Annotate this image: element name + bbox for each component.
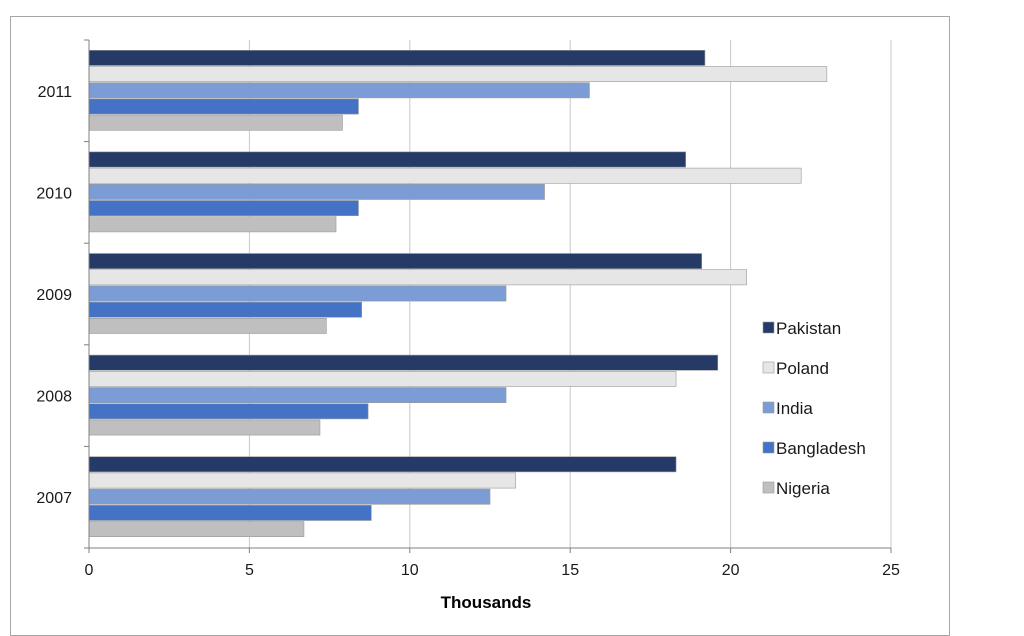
axes (88, 40, 891, 549)
bar-pakistan-2011 (88, 49, 706, 66)
bar-nigeria-2009 (88, 317, 327, 334)
x-tick-label-5: 5 (245, 562, 254, 579)
y-tick-labels: 2007 2008 2009 2010 2011 (36, 39, 89, 549)
bar-poland-2010 (88, 167, 802, 184)
bar-india-2008 (88, 387, 507, 403)
legend-swatch-bangladesh (762, 441, 775, 454)
bar-pakistan-2008 (88, 354, 719, 371)
x-tick-labels: 0 5 10 15 20 25 (85, 548, 900, 579)
legend-label-pakistan: Pakistan (776, 319, 841, 338)
legend-label-poland: Poland (776, 359, 829, 378)
x-tick-label-20: 20 (722, 562, 740, 579)
y-tick-label-2008: 2008 (36, 389, 72, 406)
bar-india-2011 (88, 82, 590, 99)
y-tick-label-2011: 2011 (38, 84, 73, 101)
x-tick-label-25: 25 (882, 562, 900, 579)
x-tick-label-15: 15 (561, 562, 579, 579)
bar-india-2007 (88, 488, 491, 505)
legend-swatch-poland (762, 361, 775, 374)
bar-nigeria-2007 (88, 521, 305, 537)
bar-nigeria-2010 (88, 216, 337, 233)
bar-pakistan-2010 (88, 151, 686, 168)
bars (88, 49, 828, 537)
x-axis-title: Thousands (441, 593, 532, 612)
legend-label-india: India (776, 399, 813, 418)
bar-india-2009 (88, 285, 507, 302)
bar-poland-2009 (88, 269, 747, 286)
legend-label-nigeria: Nigeria (776, 479, 830, 498)
legend-swatch-india (762, 401, 775, 414)
y-tick-label-2010: 2010 (36, 185, 72, 202)
bar-bangladesh-2007 (88, 504, 372, 521)
bar-poland-2011 (88, 66, 828, 82)
x-tick-label-0: 0 (85, 562, 94, 579)
bar-chart: 0 5 10 15 20 25 2007 2008 2009 2010 2011 Thousand… (36, 39, 900, 612)
x-tick-label-10: 10 (401, 562, 419, 579)
y-tick-label-2007: 2007 (36, 490, 72, 507)
bar-poland-2007 (88, 472, 516, 489)
legend-label-bangladesh: Bangladesh (776, 439, 866, 458)
legend-swatch-nigeria (762, 481, 775, 494)
bar-india-2010 (88, 184, 545, 200)
bar-nigeria-2011 (88, 114, 343, 131)
bar-nigeria-2008 (88, 419, 321, 436)
bar-bangladesh-2011 (88, 98, 359, 115)
bar-bangladesh-2008 (88, 403, 369, 420)
bar-pakistan-2007 (88, 456, 677, 473)
bar-bangladesh-2010 (88, 200, 359, 216)
bar-pakistan-2009 (88, 253, 703, 269)
legend-swatch-pakistan (762, 321, 775, 334)
y-tick-label-2009: 2009 (36, 287, 72, 304)
legend: Pakistan Poland India Bangladesh Nigeria (762, 319, 866, 498)
bar-bangladesh-2009 (88, 301, 362, 318)
bar-poland-2008 (88, 370, 677, 387)
